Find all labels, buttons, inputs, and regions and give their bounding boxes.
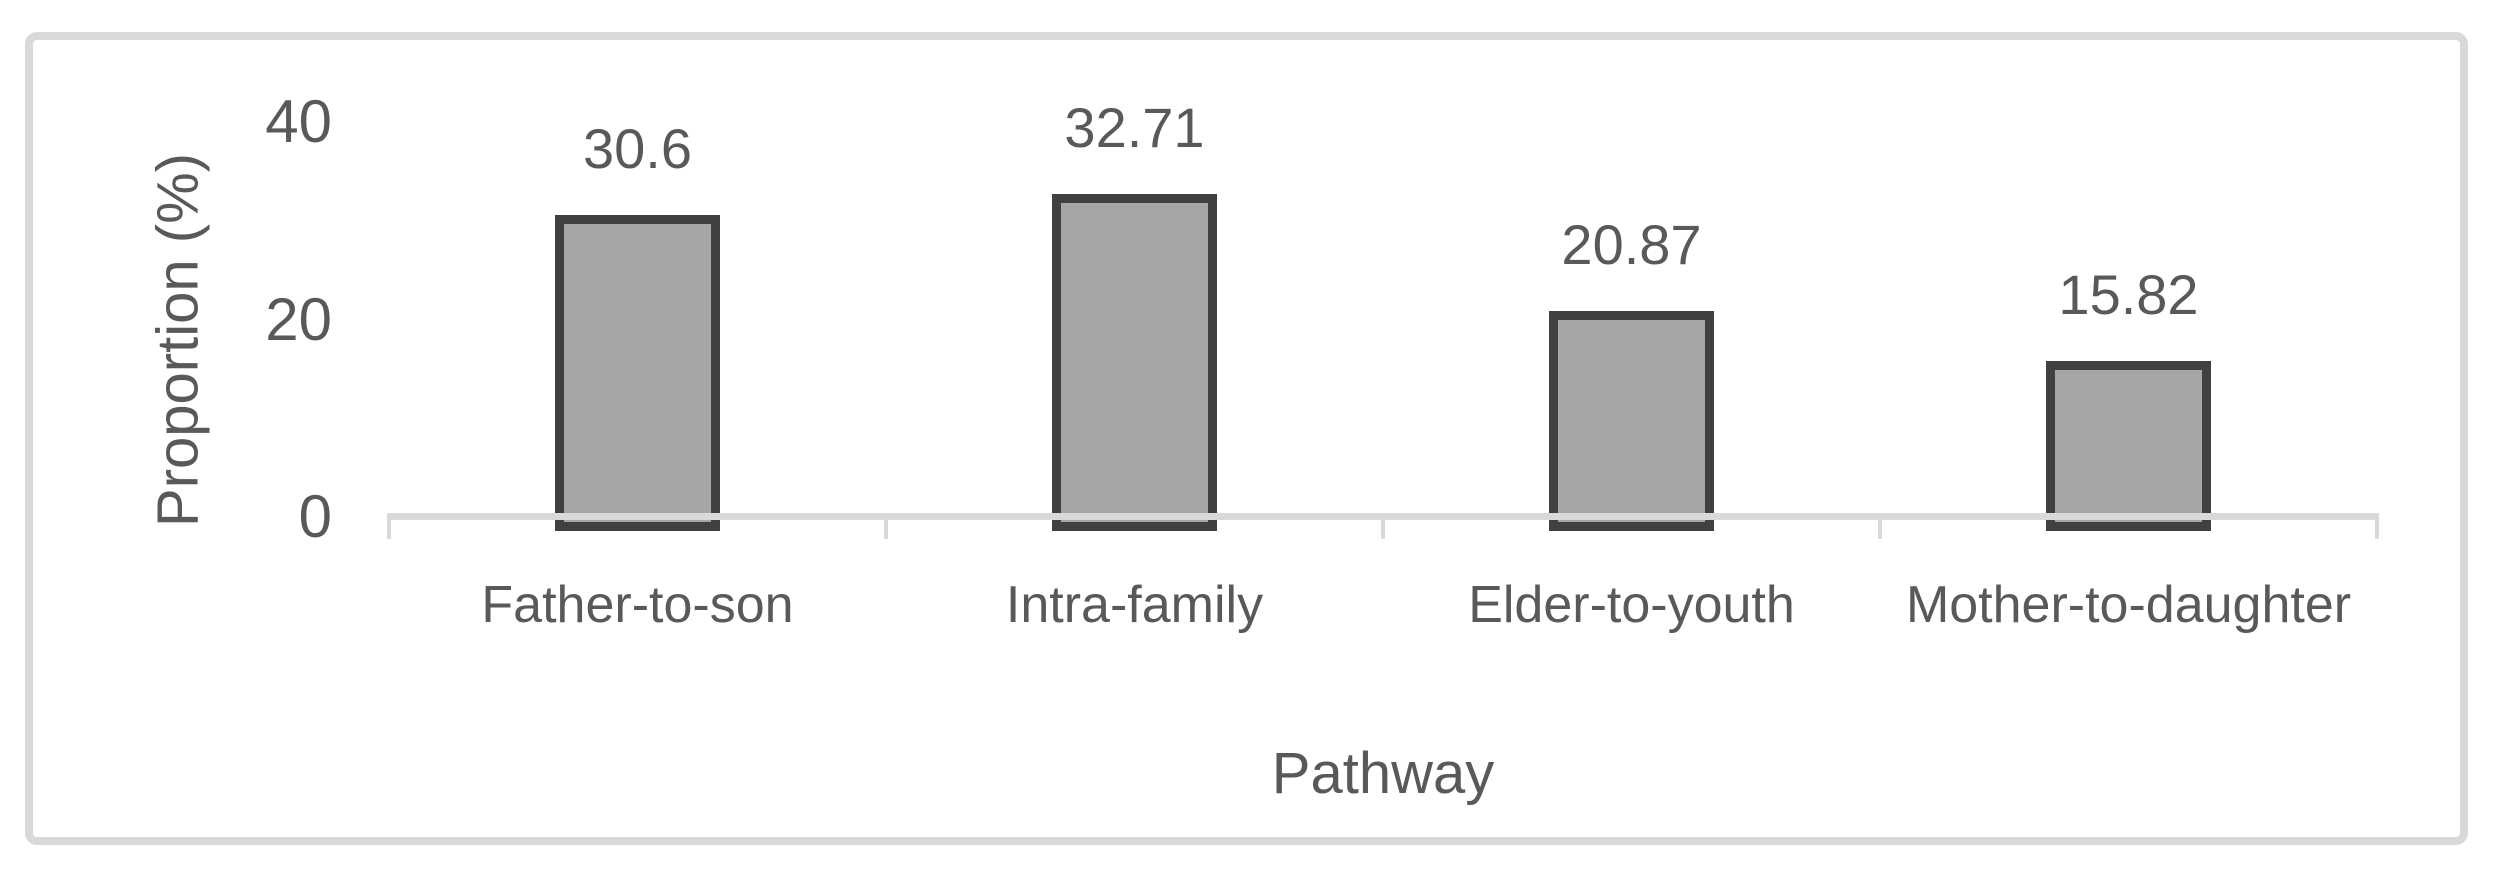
y-tick-label: 20 — [265, 285, 332, 353]
bar — [1549, 310, 1714, 531]
category-axis-tick — [387, 513, 391, 539]
bar — [555, 214, 720, 531]
y-tick-label: 40 — [265, 88, 332, 155]
category-label: Mother-to-daughter — [1905, 576, 2352, 634]
category-axis-tick — [2375, 513, 2379, 539]
category-axis-tick — [1381, 513, 1385, 539]
bar-value-label: 15.82 — [2058, 262, 2199, 326]
category-label: Father-to-son — [481, 576, 794, 634]
y-tick-label: 0 — [298, 483, 332, 550]
x-axis-title: Pathway — [1271, 741, 1495, 806]
bar-value-label: 30.6 — [583, 116, 692, 180]
bar — [1052, 193, 1217, 531]
category-label: Elder-to-youth — [1468, 576, 1795, 634]
category-axis-tick — [884, 513, 888, 539]
bar — [2046, 360, 2211, 531]
category-axis-tick — [1878, 513, 1882, 539]
bar-value-label: 20.87 — [1561, 212, 1702, 276]
category-label: Intra-family — [1005, 576, 1264, 634]
bar-value-label: 32.71 — [1064, 95, 1205, 159]
